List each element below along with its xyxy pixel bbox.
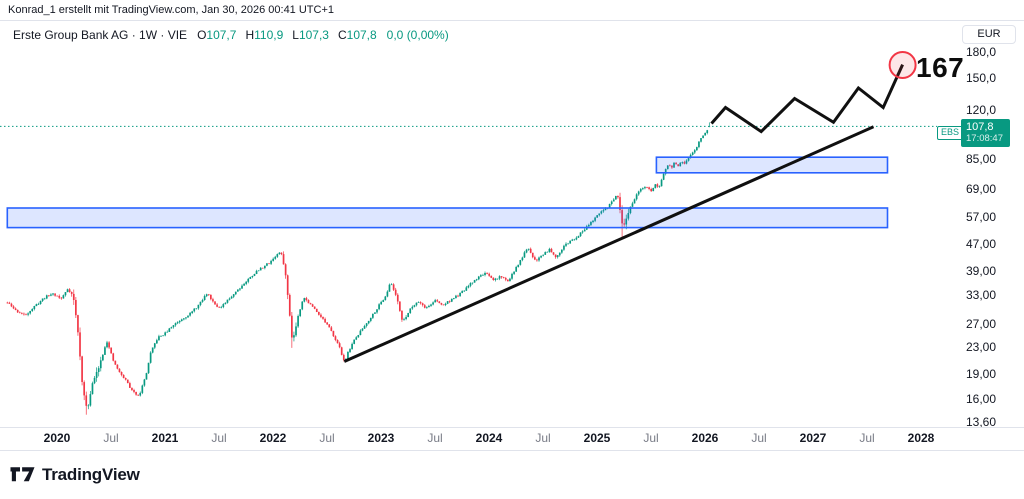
high-label: H [245,28,255,42]
symbol-price-tag: EBS [937,126,964,140]
time-tick-year: 2028 [907,431,935,445]
time-tick-jul: Jul [643,431,659,445]
price-tick-label: 57,00 [966,210,997,224]
price-tick-label: 150,0 [966,71,997,85]
price-tick-label: 33,00 [966,288,997,302]
close-label: C [337,28,347,42]
price-tick-label: 23,00 [966,340,997,354]
time-tick-year: 2021 [151,431,179,445]
countdown-timer: 17:08:47 [966,133,1003,144]
chart-pane: 167 Erste Group Bank AG · 1W · VIE O107,… [0,21,1024,429]
time-tick-year: 2020 [43,431,71,445]
price-scale[interactable]: 180,0 150,0 120,0 85,00 69,00 57,00 47,00 39,00… [958,21,1024,429]
price-tick-label: 47,00 [966,237,997,251]
tradingview-logo[interactable]: TradingView [10,465,140,485]
trendline-drawing[interactable] [343,125,875,363]
tradingview-brand-text: TradingView [42,464,140,484]
open-value: 107,7 [206,28,237,42]
time-tick-jul: Jul [103,431,119,445]
attribution-bar: Konrad_1 erstellt mit TradingView.com, J… [0,0,1024,21]
low-value: 107,3 [298,28,329,42]
chart-canvas[interactable]: 167 [0,21,1024,427]
demand-zone[interactable] [6,207,889,229]
attribution-text: Konrad_1 erstellt mit TradingView.com, J… [8,4,335,16]
price-tick-label: 16,00 [966,392,997,406]
price-tick-label: 69,00 [966,182,997,196]
tradingview-logo-icon [10,467,35,482]
candlestick-series [6,122,711,415]
time-tick-jul: Jul [427,431,443,445]
time-tick-year: 2025 [583,431,611,445]
price-tick-label: 180,0 [966,45,997,59]
time-tick-jul: Jul [535,431,551,445]
target-price-label[interactable]: 167 [916,52,964,83]
time-tick-jul: Jul [859,431,875,445]
symbol-title[interactable]: Erste Group Bank AG · 1W · VIE [13,28,188,42]
projection-zigzag-drawing[interactable] [710,63,904,134]
ohlc-values: O107,7 H110,9 L107,3 C107,8 [197,28,377,42]
time-tick-year: 2027 [799,431,827,445]
time-tick-year: 2026 [691,431,719,445]
time-tick-year: 2024 [475,431,503,445]
supply-demand-zones[interactable] [6,156,889,229]
price-tick-label: 85,00 [966,152,997,166]
time-tick-jul: Jul [751,431,767,445]
price-tick-label: 120,0 [966,103,997,117]
high-value: 110,9 [254,28,284,42]
target-circle-drawing[interactable] [888,51,917,79]
open-label: O [197,28,207,42]
footer-bar: TradingView [0,450,1024,499]
currency-unit-button[interactable]: EUR [962,25,1016,44]
time-tick-jul: Jul [319,431,335,445]
symbol-header: Erste Group Bank AG · 1W · VIE O107,7 H1… [13,28,449,42]
price-tick-label: 13,60 [966,415,997,429]
low-label: L [292,28,299,42]
price-tick-label: 19,00 [966,367,997,381]
change-value: 0,0 (0,00%) [386,28,449,42]
price-tick-label: 27,00 [966,317,997,331]
time-tick-year: 2023 [367,431,395,445]
price-tick-label: 39,00 [966,264,997,278]
last-price-value: 107,8 [966,121,994,133]
time-tick-jul: Jul [211,431,227,445]
last-price-badge: 107,8 17:08:47 [961,119,1010,147]
symbol-price-tag-text: EBS [941,127,960,137]
time-scale[interactable]: 2020 Jul 2021 Jul 2022 Jul 2023 Jul 2024 Jul 2025 J… [0,427,1024,451]
time-tick-year: 2022 [259,431,287,445]
close-value: 107,8 [346,28,377,42]
